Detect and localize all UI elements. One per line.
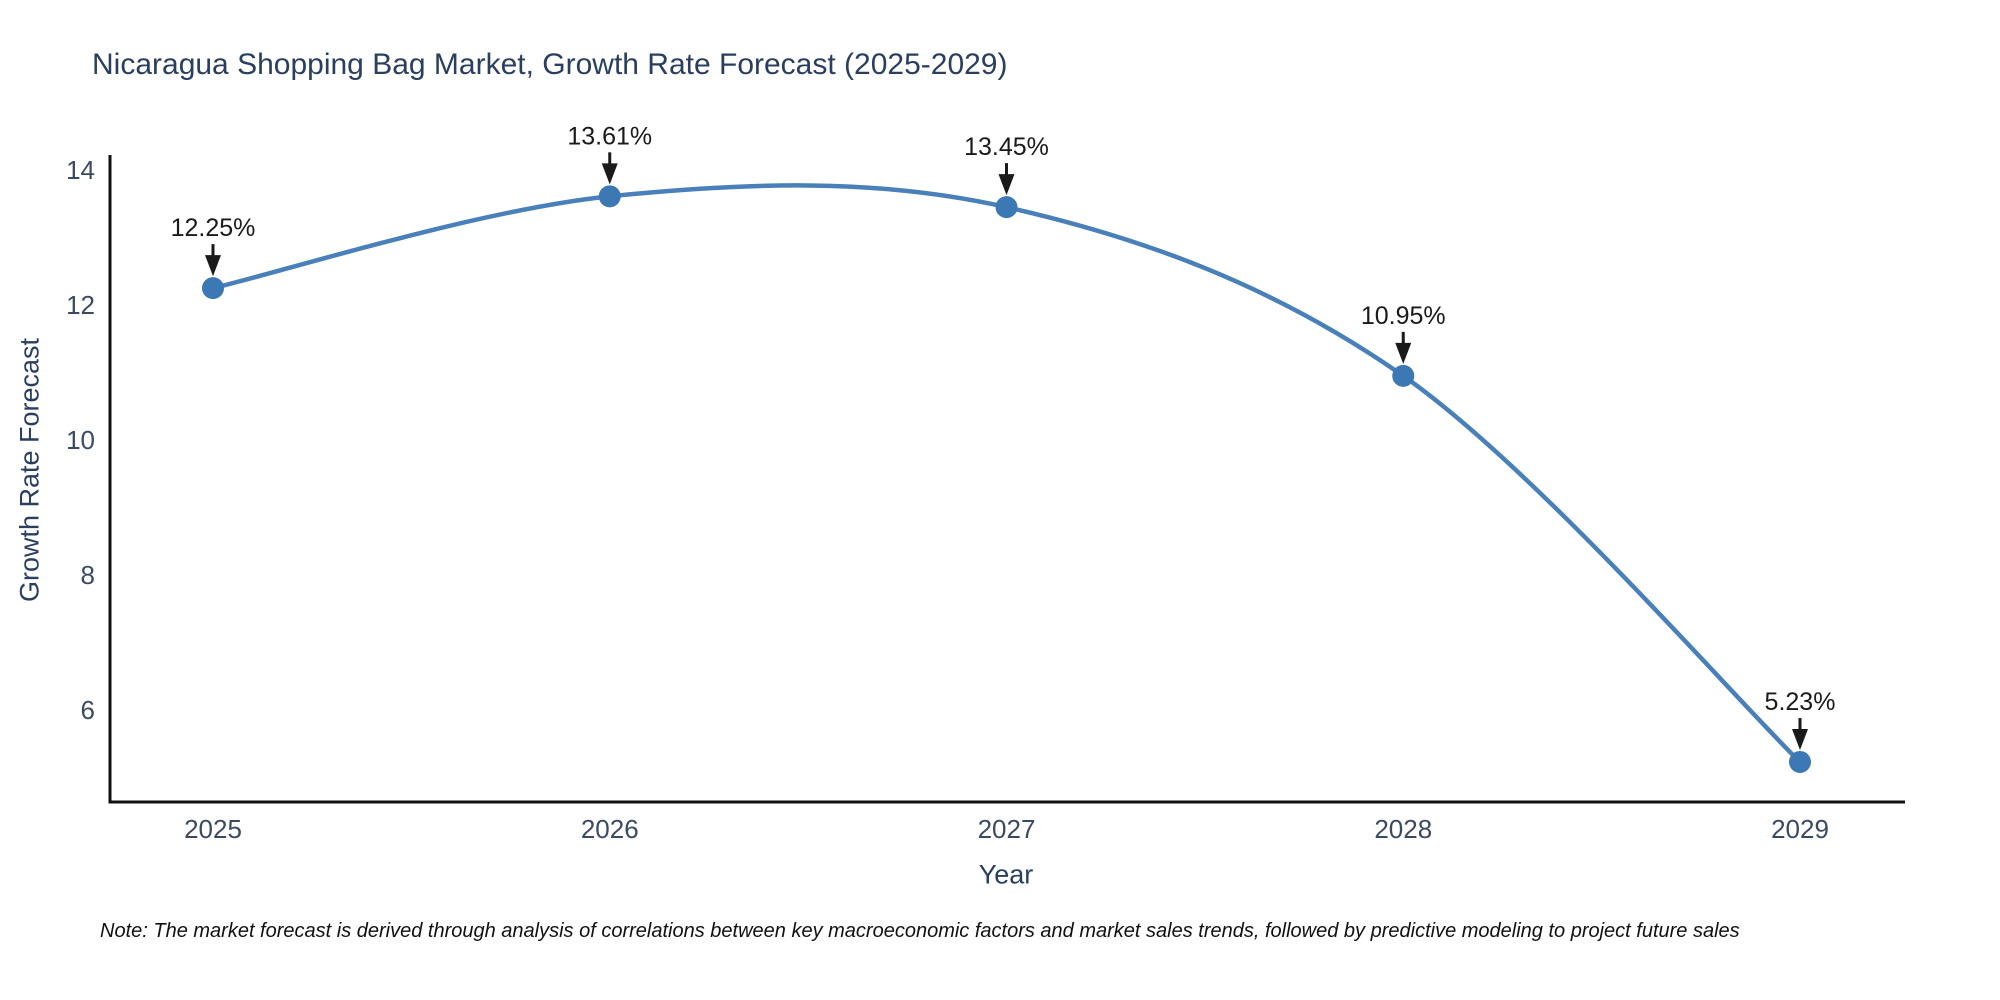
annotation-arrow-head	[998, 174, 1015, 196]
point-value-label: 10.95%	[1361, 302, 1446, 330]
y-tick-label: 10	[66, 425, 95, 455]
annotation-arrow-head	[601, 163, 618, 185]
y-tick-label: 6	[81, 695, 95, 725]
data-point-marker	[202, 277, 224, 300]
annotation-arrow-head	[1395, 342, 1412, 364]
x-tick-label: 2026	[581, 814, 639, 844]
y-tick-label: 14	[66, 155, 95, 185]
x-tick-label: 2025	[184, 814, 242, 844]
point-value-label: 13.61%	[567, 122, 652, 150]
y-tick-label: 8	[81, 560, 95, 590]
x-tick-label: 2029	[1771, 814, 1829, 844]
footnote: Note: The market forecast is derived thr…	[100, 920, 1740, 942]
data-point-marker	[1392, 364, 1415, 387]
data-point-marker	[1789, 750, 1811, 773]
annotation-arrow-head	[205, 255, 221, 277]
x-axis-title: Year	[978, 859, 1034, 890]
annotation-arrow-head	[1792, 728, 1808, 750]
data-point-marker	[995, 196, 1018, 219]
point-value-label: 5.23%	[1765, 688, 1836, 716]
x-tick-label: 2027	[978, 814, 1036, 844]
y-tick-label: 12	[66, 290, 95, 320]
x-tick-label: 2028	[1374, 814, 1432, 844]
point-value-label: 13.45%	[964, 133, 1049, 161]
chart-title: Nicaragua Shopping Bag Market, Growth Ra…	[92, 48, 1008, 81]
forecast-line	[210, 183, 1803, 765]
point-value-label: 12.25%	[171, 214, 256, 242]
data-point-marker	[598, 185, 621, 208]
